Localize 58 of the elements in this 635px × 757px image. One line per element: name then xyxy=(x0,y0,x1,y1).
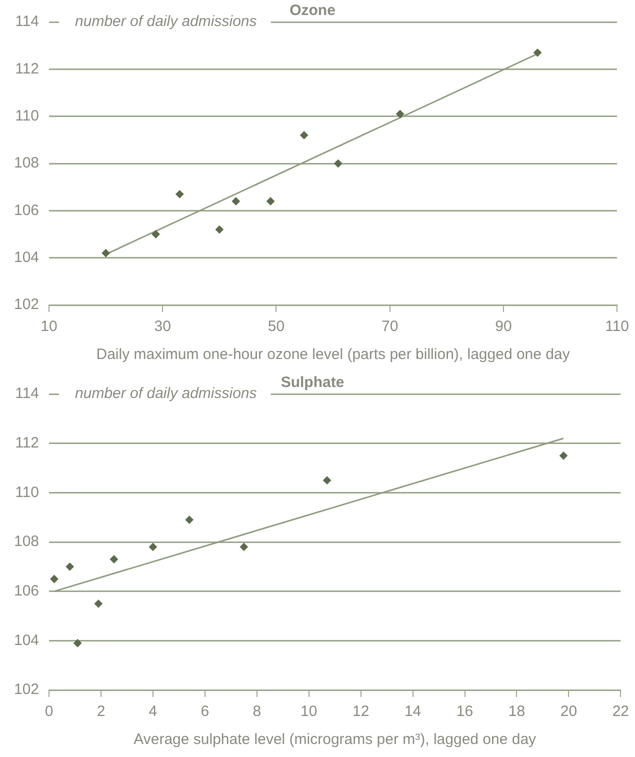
point xyxy=(334,160,342,168)
x-tick-label: 18 xyxy=(508,703,526,720)
x-tick-label: 70 xyxy=(381,318,398,336)
x-tick-label: 12 xyxy=(352,703,370,720)
x-axis-title: Daily maximum one-hour ozone level (parts per billion), lagged one day xyxy=(96,346,570,364)
point xyxy=(232,197,240,206)
x-tick-label: 8 xyxy=(252,703,262,720)
x-tick-label: 30 xyxy=(154,318,171,336)
y-tick-label: 108 xyxy=(14,154,40,172)
x-tick-label: 0 xyxy=(44,703,54,720)
x-axis-title: Average sulphate level (micrograms per m³), lagged one day xyxy=(134,731,537,748)
y-tick-label: 102 xyxy=(14,681,40,698)
y-tick-label: 110 xyxy=(15,107,40,124)
point xyxy=(148,542,157,551)
x-tick-label: 2 xyxy=(96,703,106,720)
y-tick-label: 108 xyxy=(14,533,40,550)
point xyxy=(300,131,308,140)
chart-title: Ozone xyxy=(290,2,336,20)
x-tick-label: 14 xyxy=(404,703,422,720)
y-tick-label: 114 xyxy=(15,13,40,30)
point xyxy=(110,555,118,564)
point xyxy=(396,110,404,118)
x-tick-label: 6 xyxy=(200,703,210,720)
point xyxy=(266,197,275,206)
x-tick-label: 4 xyxy=(148,703,158,720)
point xyxy=(323,476,332,484)
x-tick-label: 16 xyxy=(456,703,474,720)
y-tick-label: 106 xyxy=(14,202,40,219)
point xyxy=(50,575,58,583)
x-tick-label: 22 xyxy=(612,703,629,720)
x-tick-label: 110 xyxy=(605,318,630,336)
point xyxy=(534,48,542,57)
y-axis-title: number of daily admissions xyxy=(75,385,258,402)
x-tick-label: 90 xyxy=(495,318,512,336)
point xyxy=(559,452,568,460)
point xyxy=(152,230,160,238)
x-tick-label: 10 xyxy=(40,318,58,336)
y-tick-label: 110 xyxy=(15,484,40,501)
chart-title: Sulphate xyxy=(280,374,344,392)
point xyxy=(74,639,82,648)
y-tick-label: 114 xyxy=(15,385,40,402)
y-axis-title: number of daily admissions xyxy=(75,13,258,30)
point xyxy=(185,516,194,524)
point xyxy=(94,600,102,608)
point xyxy=(102,249,110,258)
y-tick-label: 104 xyxy=(14,248,40,266)
y-tick-label: 104 xyxy=(14,632,40,649)
y-tick-label: 112 xyxy=(15,434,40,452)
x-tick-label: 10 xyxy=(300,703,318,720)
x-tick-label: 50 xyxy=(268,318,285,336)
y-tick-label: 106 xyxy=(14,582,40,600)
x-tick-label: 20 xyxy=(560,703,578,720)
point xyxy=(240,542,248,551)
point xyxy=(215,226,224,234)
y-tick-label: 112 xyxy=(15,60,40,78)
y-tick-label: 102 xyxy=(14,296,40,314)
point xyxy=(66,562,74,571)
point xyxy=(176,190,184,198)
